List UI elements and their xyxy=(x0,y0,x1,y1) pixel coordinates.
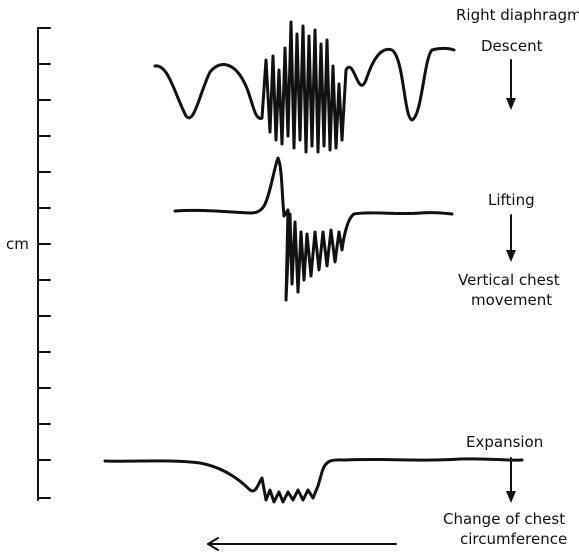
descent-arrow-head xyxy=(506,98,516,110)
vertical-chest-label-line1: Vertical chest xyxy=(458,271,560,289)
scale-unit-label: cm xyxy=(6,235,29,253)
vertical-chest-label-line2: movement xyxy=(471,291,552,309)
time-arrow-head-lower xyxy=(207,543,219,551)
diaphragm-trace xyxy=(153,20,456,154)
time-arrow-head-upper xyxy=(207,537,219,545)
cm-scale-bar xyxy=(37,27,51,501)
change-chest-label-line2: circumference xyxy=(460,530,567,548)
chest-circumference-trace xyxy=(103,457,524,504)
lifting-label: Lifting xyxy=(488,191,535,209)
descent-label: Descent xyxy=(481,37,543,55)
chest-vertical-trace xyxy=(173,156,454,302)
expansion-arrow-head xyxy=(506,491,516,503)
expansion-label: Expansion xyxy=(466,433,543,451)
lifting-arrow-head xyxy=(506,250,516,262)
right-diaphragm-label: Right diaphragm xyxy=(456,6,579,24)
change-chest-label-line1: Change of chest xyxy=(443,510,565,528)
